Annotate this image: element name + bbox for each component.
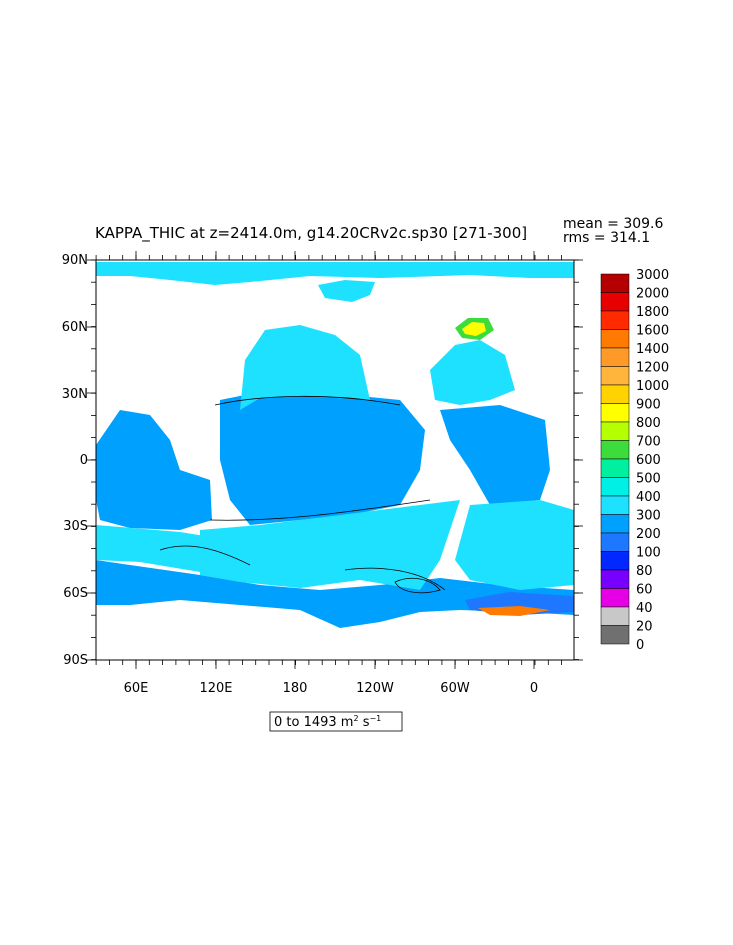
colorbar-label: 1800 <box>636 305 669 320</box>
colorbar-swatch <box>600 532 630 552</box>
range-sup-1: 2 <box>353 714 358 723</box>
x-tick-label: 60E <box>124 681 149 696</box>
colorbar-swatch <box>600 384 630 404</box>
colorbar-label: 900 <box>636 398 661 413</box>
north-atlantic <box>430 340 515 405</box>
colorbar-label: 600 <box>636 453 661 468</box>
contour-line <box>159 545 251 566</box>
north-pacific <box>240 325 370 410</box>
rms-stat: rms = 314.1 <box>563 230 650 246</box>
x-tick-label: 120W <box>356 681 394 696</box>
y-tick-label: 90N <box>62 253 88 268</box>
arctic-patch <box>318 280 375 302</box>
arctic-strip <box>96 262 574 285</box>
colorbar-swatch <box>600 588 630 608</box>
colorbar-label: 1000 <box>636 379 669 394</box>
colorbar-swatch <box>600 403 630 423</box>
y-axis: 90N 60N 30N 0 30S 60S 90S <box>62 253 88 668</box>
y-tick-label: 90S <box>63 653 88 668</box>
figure-title: KAPPA_THIC at z=2414.0m, g14.20CRv2c.sp3… <box>95 224 527 243</box>
x-tick-label: 60W <box>440 681 470 696</box>
colorbar-label: 1200 <box>636 361 669 376</box>
colorbar-swatch <box>600 329 630 349</box>
colorbar: 3000200018001600140012001000900800700600… <box>600 268 669 653</box>
colorbar-swatch <box>600 347 630 367</box>
colorbar-label: 400 <box>636 490 661 505</box>
colorbar-label: 800 <box>636 416 661 431</box>
colorbar-label: 40 <box>636 601 653 616</box>
y-tick-label: 60N <box>62 320 88 335</box>
colorbar-labels: 3000200018001600140012001000900800700600… <box>636 268 669 653</box>
colorbar-swatch <box>600 421 630 441</box>
range-mid: s <box>359 715 370 730</box>
colorbar-swatch <box>600 495 630 515</box>
x-tick-label: 120E <box>199 681 232 696</box>
colorbar-label: 1400 <box>636 342 669 357</box>
colorbar-label: 500 <box>636 472 661 487</box>
colorbar-swatches <box>600 273 630 645</box>
contour-line <box>214 395 401 406</box>
colorbar-swatch <box>600 458 630 478</box>
colorbar-swatch <box>600 625 630 645</box>
colorbar-label: 2000 <box>636 287 669 302</box>
colorbar-label: 300 <box>636 509 661 524</box>
south-atlantic <box>455 500 574 590</box>
map-panel: 90N 60N 30N 0 30S 60S 90S 60E 120E 180 1… <box>62 251 583 696</box>
mean-stat: mean = 309.6 <box>563 216 664 232</box>
tropical-atlantic <box>440 405 550 505</box>
colorbar-swatch <box>600 292 630 312</box>
south-pacific <box>200 500 460 590</box>
colorbar-label: 20 <box>636 620 653 635</box>
range-box: 0 to 1493 m2 s−1 <box>269 711 403 732</box>
colorbar-label: 0 <box>636 638 644 653</box>
south-indian <box>96 525 240 572</box>
colorbar-swatch <box>600 569 630 589</box>
x-tick-label: 180 <box>283 681 308 696</box>
colorbar-label: 100 <box>636 546 661 561</box>
southern-ocean-band <box>96 560 574 628</box>
minor-ticks <box>87 251 583 669</box>
contour-line <box>209 499 431 521</box>
colorbar-swatch <box>600 440 630 460</box>
antarctic-hotspot <box>478 606 550 616</box>
colorbar-swatch <box>600 514 630 534</box>
contour-line <box>344 567 446 591</box>
colorbar-label: 60 <box>636 583 653 598</box>
ocean-fields <box>96 262 574 628</box>
colorbar-swatch <box>600 606 630 626</box>
range-box-frame <box>269 711 403 732</box>
colorbar-label: 700 <box>636 435 661 450</box>
x-tick-label: 0 <box>530 681 538 696</box>
y-tick-label: 0 <box>80 453 88 468</box>
pacific-ocean <box>220 390 425 525</box>
y-tick-label: 30S <box>63 519 88 534</box>
indian-ocean <box>96 410 212 530</box>
colorbar-swatch <box>600 366 630 386</box>
y-tick-label: 30N <box>62 387 88 402</box>
range-prefix: 0 to 1493 m <box>274 715 353 730</box>
colorbar-label: 3000 <box>636 268 669 283</box>
contour-line <box>394 577 441 594</box>
colorbar-label: 1600 <box>636 324 669 339</box>
x-axis: 60E 120E 180 120W 60W 0 <box>124 681 539 696</box>
colorbar-swatch <box>600 310 630 330</box>
range-text: 0 to 1493 m2 s−1 <box>274 714 381 730</box>
colorbar-label: 200 <box>636 527 661 542</box>
range-sup-2: −1 <box>369 714 381 723</box>
colorbar-swatch <box>600 273 630 293</box>
colorbar-label: 80 <box>636 564 653 579</box>
colorbar-swatch <box>600 551 630 571</box>
labrador-hotspot-inner <box>462 322 486 336</box>
colorbar-swatch <box>600 477 630 497</box>
y-tick-label: 60S <box>63 586 88 601</box>
